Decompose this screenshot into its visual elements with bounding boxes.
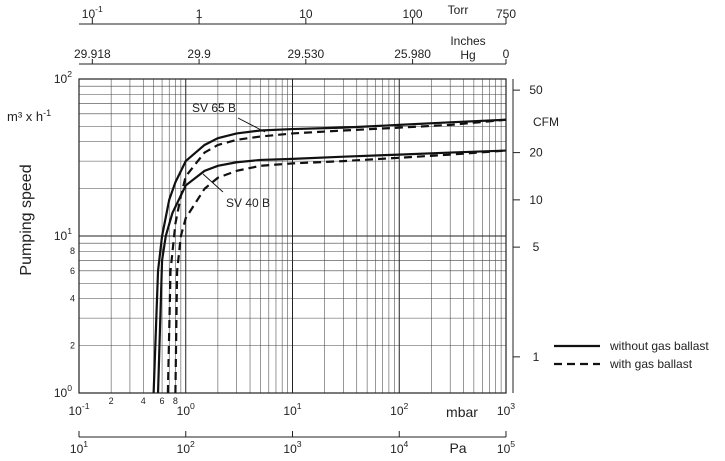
x-tick-label: 100 <box>177 401 195 418</box>
curves <box>152 118 507 394</box>
pa-tick-label-exp: 1 <box>83 439 88 449</box>
cfm-tick-label: 20 <box>529 146 543 160</box>
y-tick-label-base: 10 <box>54 229 68 243</box>
curve-sv-40-b-dash <box>174 149 507 394</box>
pa-tick-label: 102 <box>177 439 195 456</box>
torr-tick-label-base: 10 <box>299 7 313 21</box>
legend-label-solid: without gas ballast <box>609 339 709 353</box>
x-minor-label: 6 <box>160 396 165 406</box>
x-unit-label: mbar <box>446 404 478 420</box>
x-tick-label-exp: 2 <box>404 401 409 411</box>
curve-sv-40-b-solid <box>156 149 507 394</box>
torr-tick-label: 10 <box>299 7 313 21</box>
x-tick-label-exp: 3 <box>510 401 515 411</box>
inches-unit-label-2: Hg <box>460 48 475 62</box>
pa-tick-label: 101 <box>70 439 88 456</box>
legend: without gas ballast with gas ballast <box>554 339 709 371</box>
y-axis-title: Pumping speed <box>18 164 35 275</box>
sv40-leader-line <box>202 173 224 193</box>
torr-tick-label-base: 10 <box>82 7 96 21</box>
x-tick-label: 102 <box>390 401 408 418</box>
torr-unit-label: Torr <box>448 3 469 17</box>
pa-tick-label-exp: 5 <box>510 439 515 449</box>
major-gridlines <box>79 79 506 393</box>
sv65-leader-line <box>237 117 266 133</box>
y-tick-label-exp: 0 <box>67 383 72 393</box>
torr-tick-label: 750 <box>496 7 516 21</box>
pa-tick-label-base: 10 <box>283 442 297 456</box>
pa-tick-label: 103 <box>283 439 301 456</box>
x-tick-label-exp: -1 <box>82 401 90 411</box>
pa-tick-label: 104 <box>390 439 408 456</box>
torr-tick-label-exp: -1 <box>95 4 103 14</box>
pa-tick-label: 105 <box>497 439 515 456</box>
x-tick-label-exp: 0 <box>190 401 195 411</box>
x-tick-label: 103 <box>497 401 515 418</box>
pa-tick-label-base: 10 <box>497 442 511 456</box>
y-unit-base: m³ x h <box>7 109 43 124</box>
sv65-label: SV 65 B <box>192 101 236 115</box>
inches-tick-label: 29.918 <box>74 47 111 61</box>
inches-tick-label: 29.9 <box>187 47 211 61</box>
cfm-tick-label: 10 <box>529 193 543 207</box>
cfm-tick-label: 5 <box>533 240 540 254</box>
x-tick-label: 101 <box>283 401 301 418</box>
y-minor-label: 4 <box>70 293 75 303</box>
cfm-tick-label: 50 <box>529 83 543 97</box>
pa-unit-label: Pa <box>449 440 466 456</box>
y-minor-label: 2 <box>70 341 75 351</box>
y-unit-label: m³ x h-1 <box>7 108 51 124</box>
curve-sv-65-b-solid <box>152 118 507 394</box>
x-tick-label-base: 10 <box>390 404 404 418</box>
curve-sv-65-b-dash <box>166 118 507 394</box>
y-tick-label: 102 <box>54 69 72 86</box>
y-tick-label-base: 10 <box>54 386 68 400</box>
inches-tick-label: 0 <box>503 47 510 61</box>
x-tick-label-base: 10 <box>497 404 511 418</box>
x-tick-label: 10-1 <box>68 401 89 418</box>
torr-tick-label: 1 <box>196 7 203 21</box>
x-tick-label-base: 10 <box>68 404 82 418</box>
inches-tick-label: 25.980 <box>394 47 431 61</box>
y-tick-label-exp: 2 <box>67 69 72 79</box>
pa-tick-label-base: 10 <box>177 442 191 456</box>
annotations: SV 65 B SV 40 B <box>192 101 270 210</box>
y-tick-label: 100 <box>54 383 72 400</box>
torr-tick-label: 100 <box>403 7 423 21</box>
pa-tick-label-exp: 3 <box>297 439 302 449</box>
y-tick-label-base: 10 <box>54 72 68 86</box>
x-minor-label: 2 <box>109 396 114 406</box>
x-minor-label: 8 <box>173 396 178 406</box>
pa-tick-label-exp: 2 <box>190 439 195 449</box>
torr-tick-label: 10-1 <box>82 4 103 21</box>
sv40-label: SV 40 B <box>226 196 270 210</box>
y-tick-label: 101 <box>54 226 72 243</box>
torr-tick-label-base: 100 <box>403 7 423 21</box>
x-minor-label: 4 <box>141 396 146 406</box>
inches-tick-label: 29.530 <box>287 47 324 61</box>
torr-tick-label-base: 1 <box>196 7 203 21</box>
pa-tick-label-exp: 4 <box>404 439 409 449</box>
y-minor-label: 6 <box>70 266 75 276</box>
inches-unit-label-1: Inches <box>450 34 485 48</box>
legend-label-dash: with gas ballast <box>609 357 693 371</box>
x-tick-label-base: 10 <box>283 404 297 418</box>
plot-frame <box>78 78 507 394</box>
cfm-unit-label: CFM <box>533 115 559 129</box>
x-tick-label-exp: 1 <box>297 401 302 411</box>
pa-tick-label-base: 10 <box>70 442 84 456</box>
y-tick-label-exp: 1 <box>67 226 72 236</box>
x-tick-label-base: 10 <box>177 404 191 418</box>
y-unit-exp: -1 <box>43 108 51 118</box>
y-minor-label: 8 <box>70 246 75 256</box>
torr-tick-label-base: 750 <box>496 7 516 21</box>
cfm-tick-label: 1 <box>533 350 540 364</box>
pa-tick-label-base: 10 <box>390 442 404 456</box>
